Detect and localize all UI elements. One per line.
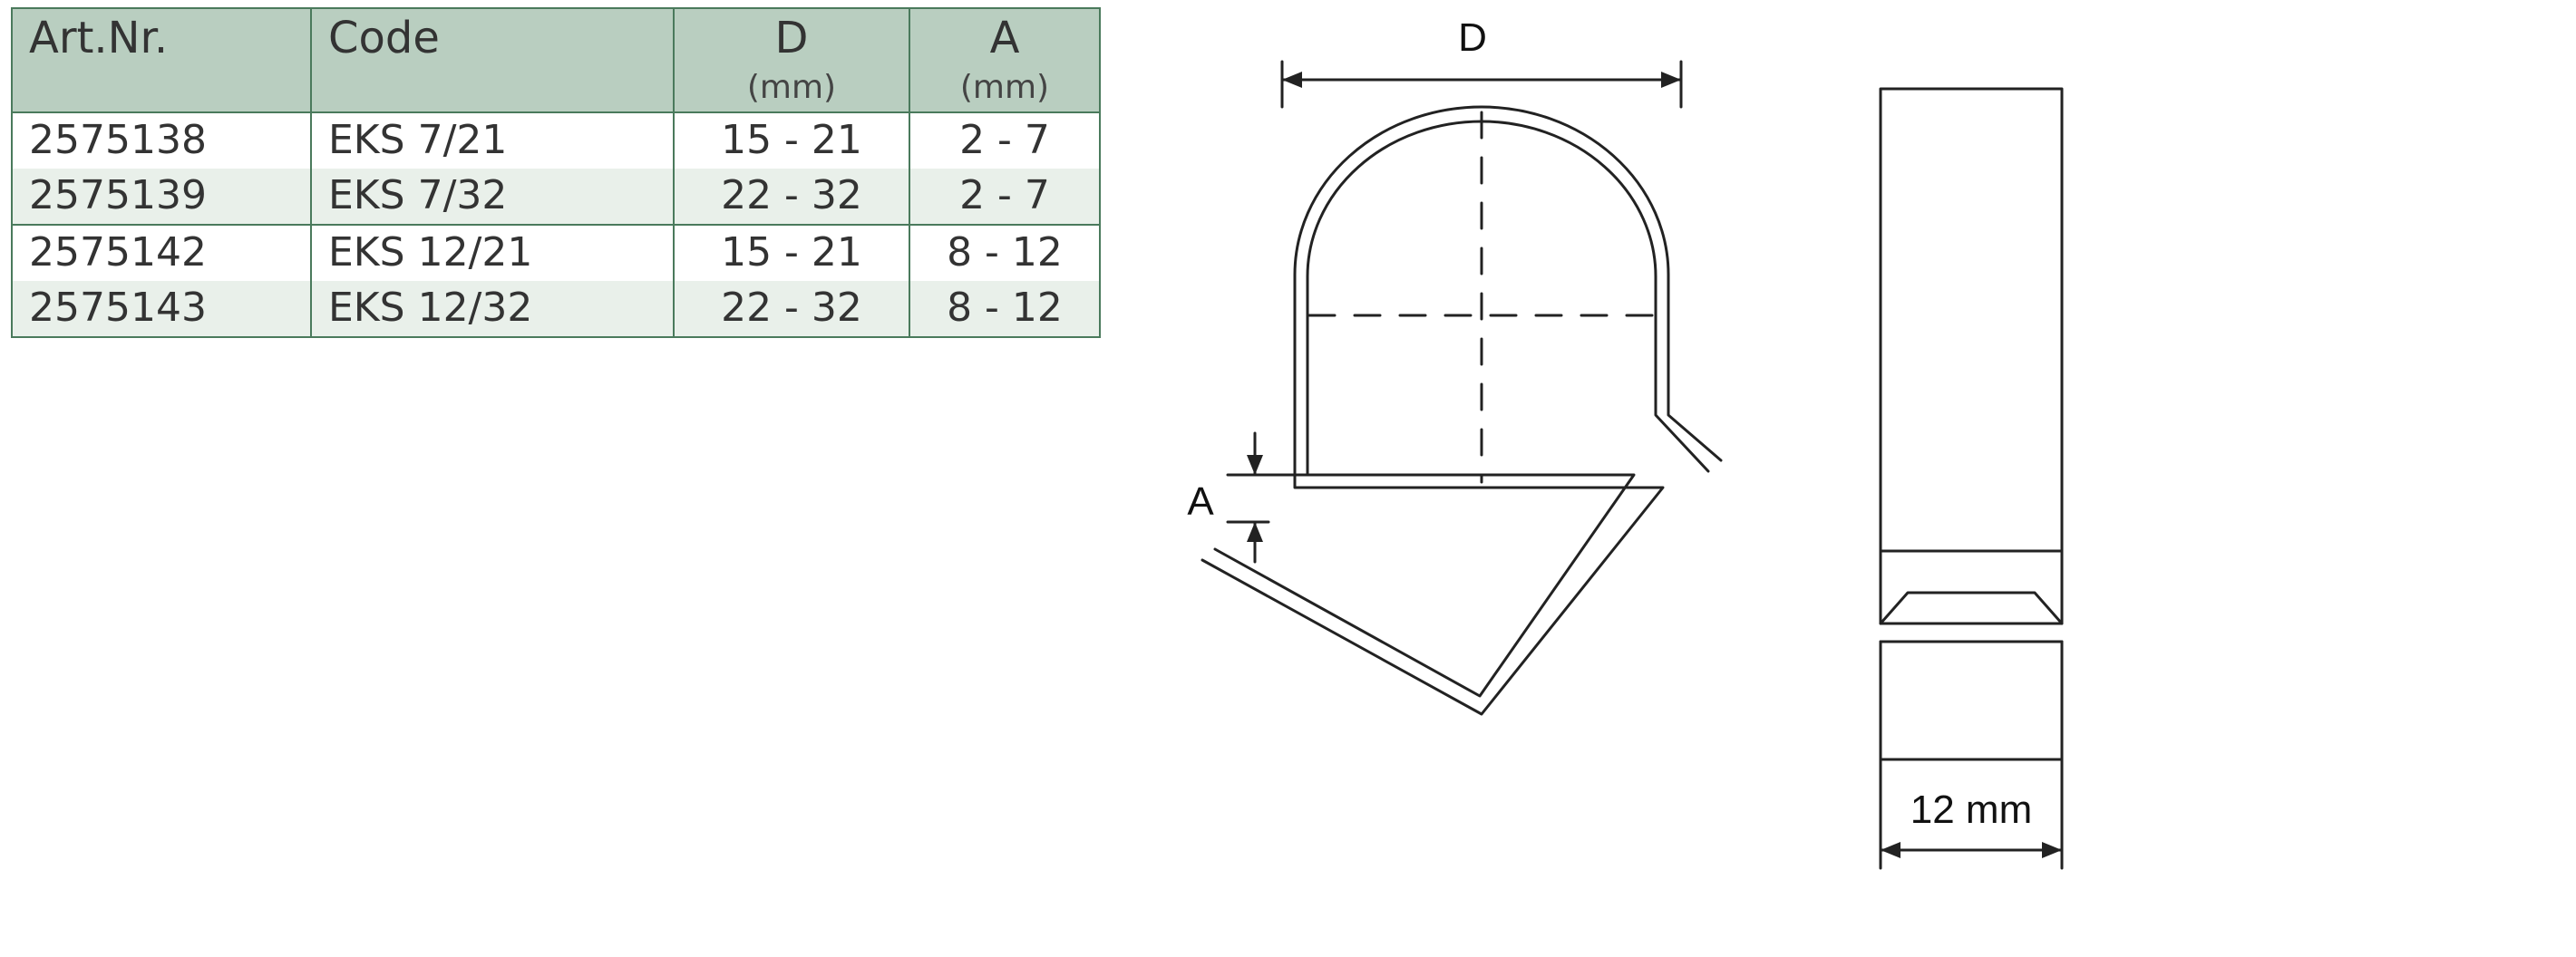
col-header-d: D (mm) <box>674 8 909 112</box>
cell-d: 15 - 21 <box>674 112 909 169</box>
col-header-code: Code <box>311 8 674 112</box>
cell-code: EKS 12/32 <box>311 281 674 337</box>
cell-a: 2 - 7 <box>909 112 1100 169</box>
cell-a: 2 - 7 <box>909 169 1100 225</box>
clip-diagram: D A <box>1173 7 1754 877</box>
col-header-a-main: A <box>990 13 1020 63</box>
dimension-d-label: D <box>1458 15 1487 60</box>
col-header-art: Art.Nr. <box>12 8 311 112</box>
table-row: 2575143 EKS 12/32 22 - 32 8 - 12 <box>12 281 1100 337</box>
dimension-width-label: 12 mm <box>1910 788 2032 832</box>
col-header-d-main: D <box>775 13 809 63</box>
col-header-art-main: Art.Nr. <box>29 13 168 63</box>
col-header-a: A (mm) <box>909 8 1100 112</box>
cell-code: EKS 12/21 <box>311 225 674 281</box>
dimension-a-label: A <box>1187 479 1214 524</box>
table-row: 2575139 EKS 7/32 22 - 32 2 - 7 <box>12 169 1100 225</box>
table-row: 2575142 EKS 12/21 15 - 21 8 - 12 <box>12 225 1100 281</box>
col-header-code-main: Code <box>328 13 440 63</box>
cell-d: 15 - 21 <box>674 225 909 281</box>
cell-code: EKS 7/21 <box>311 112 674 169</box>
spec-table-head: Art.Nr. Code D (mm) A (mm) <box>12 8 1100 112</box>
dimension-d-icon <box>1282 62 1681 107</box>
side-view-diagram: 12 mm <box>1826 7 2116 950</box>
cell-art: 2575142 <box>12 225 311 281</box>
cell-art: 2575139 <box>12 169 311 225</box>
cell-d: 22 - 32 <box>674 281 909 337</box>
col-header-a-sub: (mm) <box>927 67 1083 108</box>
table-row: 2575138 EKS 7/21 15 - 21 2 - 7 <box>12 112 1100 169</box>
dimension-a-icon <box>1228 433 1309 562</box>
cell-art: 2575143 <box>12 281 311 337</box>
cell-code: EKS 7/32 <box>311 169 674 225</box>
cell-a: 8 - 12 <box>909 225 1100 281</box>
col-header-d-sub: (mm) <box>691 67 892 108</box>
cell-art: 2575138 <box>12 112 311 169</box>
cell-a: 8 - 12 <box>909 281 1100 337</box>
spec-table: Art.Nr. Code D (mm) A (mm) <box>11 7 1101 338</box>
cell-d: 22 - 32 <box>674 169 909 225</box>
spec-table-body: 2575138 EKS 7/21 15 - 21 2 - 7 2575139 E… <box>12 112 1100 337</box>
